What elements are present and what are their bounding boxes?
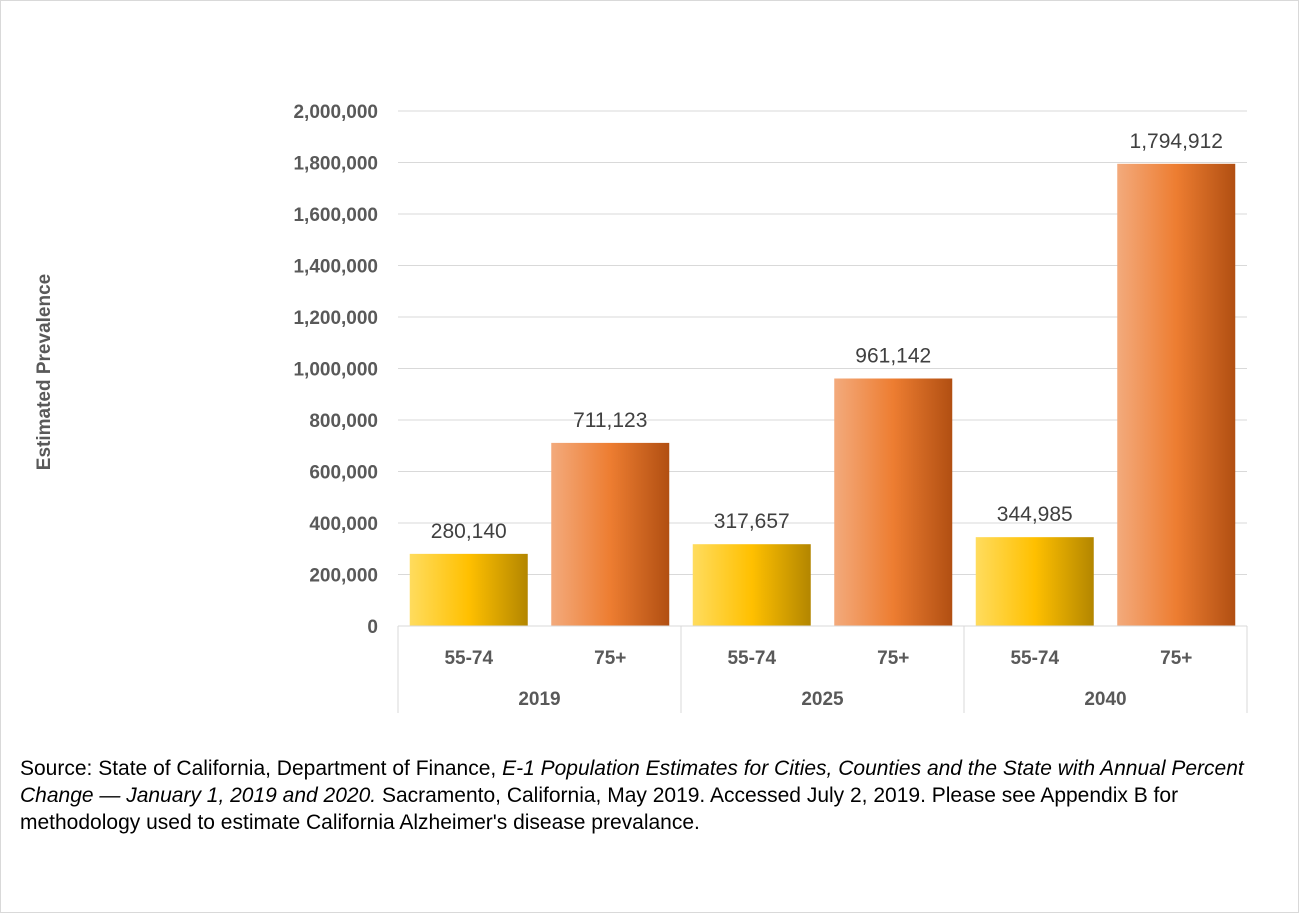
x-group-label: 2040 xyxy=(1084,689,1126,710)
data-label: 961,142 xyxy=(855,345,931,368)
bar-75plus-2019 xyxy=(551,442,670,626)
source-text-continued: Sacramento, California, May 2019. Access… xyxy=(20,784,1179,834)
bar-55-74-2040 xyxy=(975,537,1094,626)
y-tick-label: 2,000,000 xyxy=(293,102,378,123)
bar-75plus-2025 xyxy=(834,378,953,626)
y-tick-label: 1,800,000 xyxy=(293,154,378,175)
data-label: 711,123 xyxy=(573,409,647,432)
source-text: Source: State of California, Department … xyxy=(20,757,503,780)
bar-75plus-2040 xyxy=(1117,163,1236,626)
y-tick-label: 1,600,000 xyxy=(293,205,378,226)
y-tick-label: 800,000 xyxy=(309,411,378,432)
y-tick-label: 1,000,000 xyxy=(293,360,378,381)
x-group-label: 2019 xyxy=(518,689,560,710)
y-axis-ticks: 0 200,000 400,000 600,000 800,000 1,000,000 1,… xyxy=(293,102,378,638)
data-label: 344,985 xyxy=(997,503,1073,526)
data-label: 317,657 xyxy=(714,510,790,533)
source-title: E-1 Population Estimates for Cities, Cou… xyxy=(20,757,1244,807)
x-category-label: 75+ xyxy=(1160,648,1192,669)
bar-55-74-2019 xyxy=(409,553,528,626)
gridlines xyxy=(398,110,1247,575)
x-axis: 55-74 75+ 2019 55-74 75+ 2025 55-74 75+ 2040 xyxy=(397,625,1248,713)
y-axis-label: Estimated Prevalence xyxy=(34,274,55,470)
y-tick-label: 0 xyxy=(367,617,378,638)
source-note: Source: State of California, Department … xyxy=(20,755,1270,836)
bar-chart: 0 200,000 400,000 600,000 800,000 1,000,000 1,… xyxy=(34,102,1248,713)
x-group-label: 2025 xyxy=(801,689,844,710)
data-label: 1,794,912 xyxy=(1130,130,1223,153)
y-tick-label: 1,200,000 xyxy=(293,308,378,329)
x-category-label: 55-74 xyxy=(1010,648,1059,669)
x-category-label: 75+ xyxy=(594,648,626,669)
data-label: 280,140 xyxy=(431,520,507,543)
x-category-label: 55-74 xyxy=(444,648,493,669)
data-labels: 280,140 711,123 317,657 961,142 344,985 1,794… xyxy=(431,130,1223,543)
x-category-label: 75+ xyxy=(877,648,909,669)
x-category-label: 55-74 xyxy=(727,648,776,669)
y-tick-label: 400,000 xyxy=(309,514,378,535)
y-tick-label: 200,000 xyxy=(309,566,378,587)
bar-55-74-2025 xyxy=(692,544,811,626)
y-tick-label: 1,400,000 xyxy=(293,257,378,278)
y-tick-label: 600,000 xyxy=(309,463,378,484)
bars xyxy=(409,163,1236,626)
